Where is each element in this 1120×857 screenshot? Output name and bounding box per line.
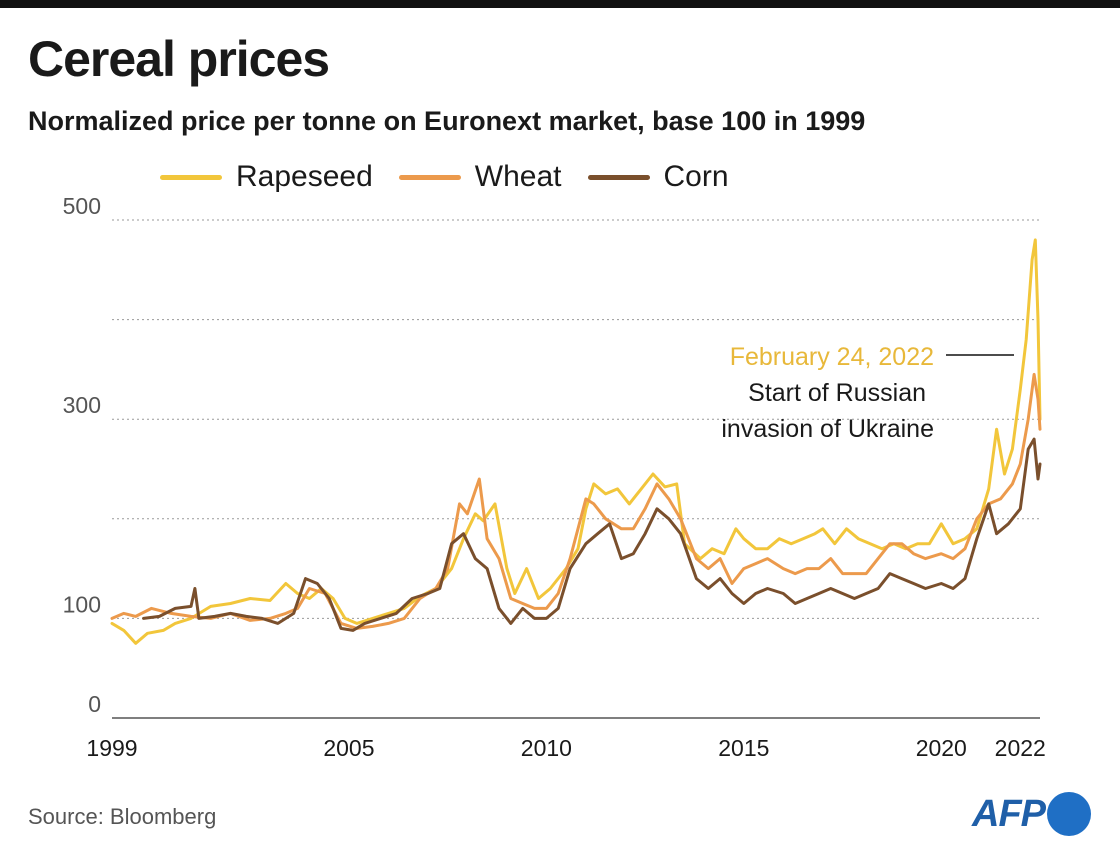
x-tick-label-2005: 2005	[323, 735, 374, 761]
annotation: February 24, 2022 Start of Russian invas…	[721, 343, 1014, 443]
legend-label-corn: Corn	[663, 160, 729, 193]
legend: Rapeseed Wheat Corn	[160, 157, 755, 197]
legend-swatch-rapeseed	[160, 174, 222, 180]
legend-item-wheat: Wheat	[398, 160, 562, 194]
legend-item-rapeseed: Rapeseed	[160, 160, 373, 194]
series-line-rapeseed	[110, 238, 1042, 645]
legend-swatch-wheat	[398, 174, 461, 180]
afp-logo-text: AFP	[972, 792, 1046, 835]
y-tick-label-100: 100	[63, 591, 101, 617]
series-lines	[110, 238, 1042, 645]
x-tick-label-2020: 2020	[916, 735, 967, 761]
annotation-date: February 24, 2022	[730, 343, 934, 371]
legend-label-wheat: Wheat	[474, 160, 562, 193]
x-axis-tick-labels: 1999 2005 2010 2015 2020 2022	[86, 735, 1045, 761]
y-tick-label-300: 300	[63, 392, 101, 418]
annotation-text-line2: invasion of Ukraine	[721, 415, 934, 443]
chart-subtitle: Normalized price per tonne on Euronext m…	[28, 106, 866, 136]
gridlines	[112, 219, 1040, 719]
legend-item-corn: Corn	[587, 160, 729, 194]
annotation-text-line1: Start of Russian	[748, 379, 926, 407]
y-tick-label-0: 0	[88, 691, 101, 717]
x-tick-label-2022: 2022	[995, 735, 1046, 761]
afp-logo-dot-icon	[1047, 792, 1091, 836]
x-tick-label-1999: 1999	[86, 735, 137, 761]
afp-logo: AFP	[972, 792, 1091, 836]
legend-label-rapeseed: Rapeseed	[236, 160, 373, 193]
series-line-wheat	[110, 372, 1042, 630]
x-tick-label-2010: 2010	[521, 735, 572, 761]
x-tick-label-2015: 2015	[718, 735, 769, 761]
chart-title: Cereal prices	[28, 31, 330, 87]
y-tick-label-500: 500	[63, 193, 101, 219]
series-line-corn	[142, 437, 1042, 632]
legend-swatch-corn	[587, 174, 650, 180]
top-bar	[0, 0, 1120, 8]
source-note: Source: Bloomberg	[28, 804, 217, 829]
y-axis-tick-labels: 0 100 300 500	[63, 193, 101, 717]
